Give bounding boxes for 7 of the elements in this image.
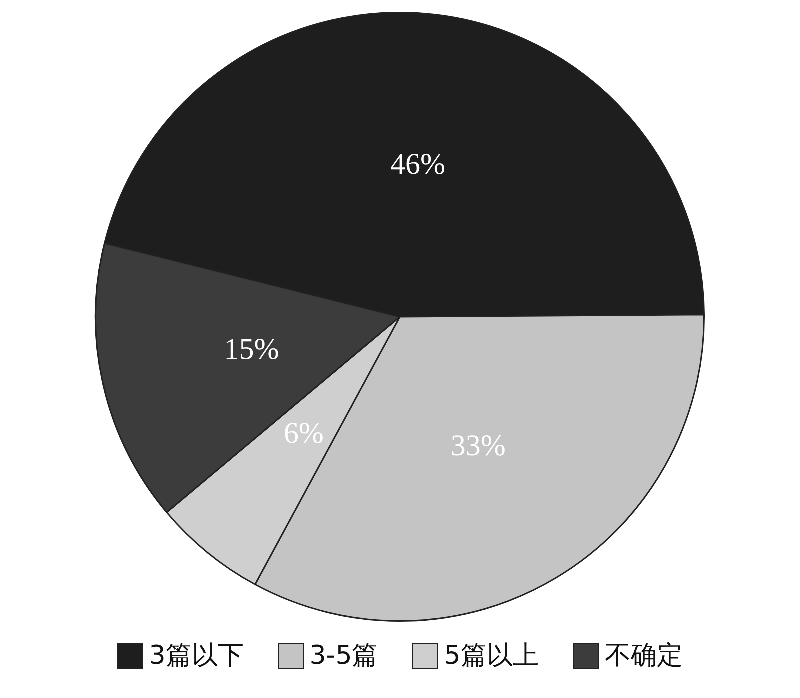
- data-label: 33%: [450, 429, 506, 462]
- legend-label: 3-5篇: [310, 640, 378, 673]
- legend-label: 不确定: [604, 640, 683, 673]
- legend-label: 3篇以下: [149, 640, 244, 673]
- legend-label: 5篇以上: [444, 640, 539, 673]
- data-label: 15%: [224, 333, 280, 366]
- data-label: 46%: [390, 148, 446, 181]
